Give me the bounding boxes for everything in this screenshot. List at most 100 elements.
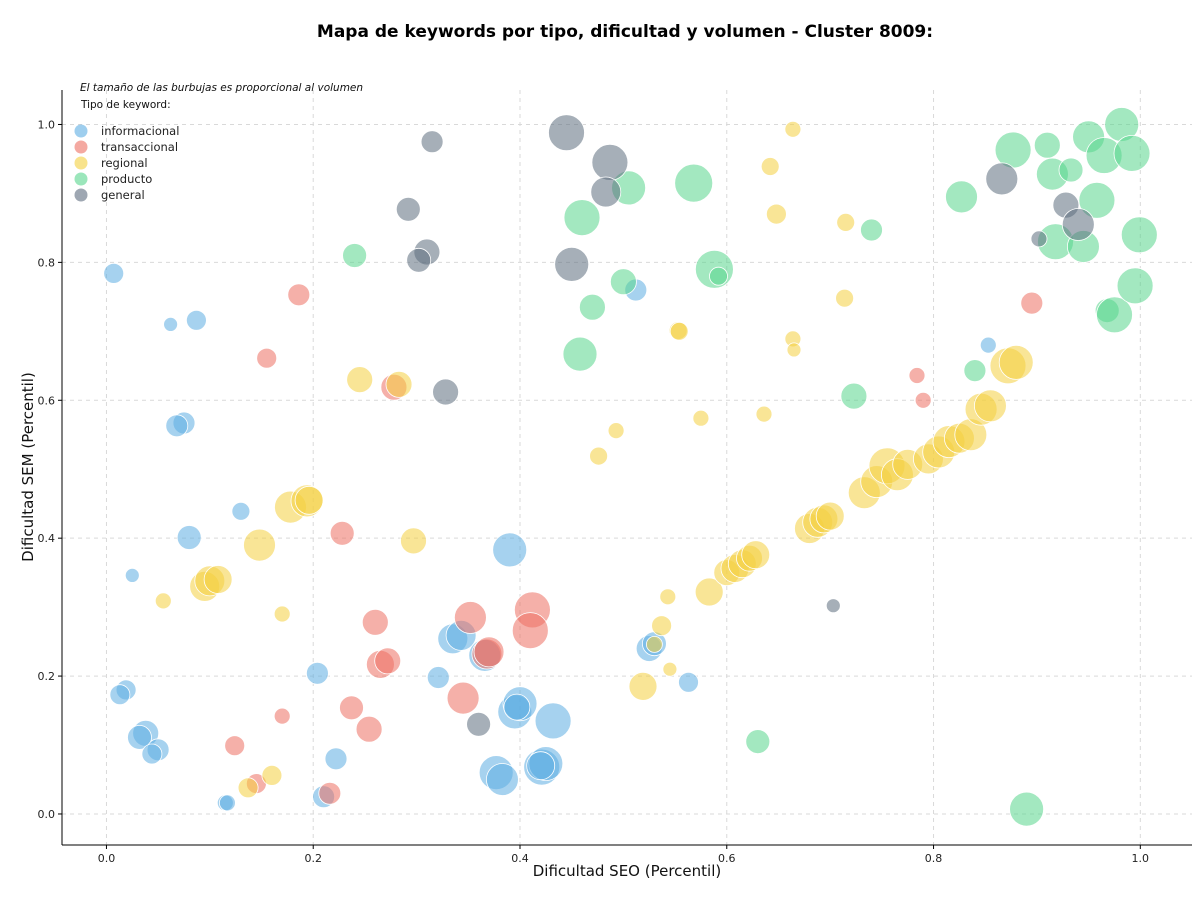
bubble-regional [784,120,802,138]
bubble-informacional [503,693,531,721]
bubble-regional [669,321,689,341]
legend-label-transaccional: transaccional [101,140,178,154]
bubble-regional [766,203,787,225]
bubble-transaccional [361,608,389,636]
bubble-producto [1096,296,1133,334]
x-tick-label: 0.6 [718,852,736,865]
bubble-regional [273,605,291,623]
bubble-regional [835,288,854,308]
y-tick-label: 0.4 [38,532,56,545]
bubble-transaccional [224,735,246,757]
legend-label-producto: producto [101,172,152,186]
bubble-regional [836,212,856,232]
bubble-producto [563,199,601,237]
bubble-producto [709,266,728,286]
x-tick-label: 0.4 [511,852,529,865]
bubble-informacional [124,568,140,583]
legend-marker-transaccional [74,140,88,154]
bubble-general [1061,208,1095,241]
bubble-transaccional [318,781,342,805]
x-tick-label: 1.0 [1132,852,1150,865]
bubble-general [554,246,590,282]
bubble-regional [385,370,413,398]
bubble-regional [659,588,677,606]
bubble-regional [646,636,663,653]
bubble-producto [579,293,606,321]
bubble-regional [815,501,845,531]
bubble-general [825,598,841,614]
bubble-producto [610,268,637,296]
bubble-producto [840,382,868,410]
bubble-regional [662,661,678,677]
bubble-transaccional [287,283,311,307]
bubble-regional [243,528,276,562]
bubble-regional [628,672,658,701]
y-tick-label: 1.0 [38,118,56,131]
y-tick-label: 0.2 [38,670,56,683]
bubble-producto [745,729,771,754]
bubble-transaccional [256,347,278,369]
bubble-informacional [218,794,236,812]
bubble-general [395,196,421,222]
bubble-producto [342,243,368,268]
bubble-informacional [185,309,207,331]
x-axis-title: Dificultad SEO (Percentil) [533,862,722,880]
bubble-general [1030,230,1048,248]
bubble-general [591,143,629,181]
x-tick-label: 0.2 [304,852,322,865]
bubble-regional [203,565,233,594]
x-tick-label: 0.0 [98,852,116,865]
y-tick-label: 0.8 [38,256,56,269]
bubble-general [420,130,444,154]
bubble-regional [589,446,608,466]
bubble-regional [694,577,724,607]
bubble-producto [1113,134,1151,172]
bubble-regional [998,344,1034,380]
bubble-regional [294,485,324,515]
bubble-regional [974,389,1007,423]
bubble-regional [154,592,172,610]
bubble-transaccional [511,612,549,649]
bubble-producto [1058,157,1084,183]
bubble-transaccional [914,391,932,409]
bubble-transaccional [446,681,480,715]
bubble-general [466,711,492,737]
legend: informacional transaccional regional produc… [74,124,179,202]
bubble-general [432,378,460,406]
axes [61,90,1192,846]
bubble-regional [760,157,780,176]
bubble-general [548,114,585,152]
bubble-informacional [109,684,131,706]
bubble-producto [1120,216,1158,254]
bubble-producto [860,218,883,242]
bubble-informacional [678,671,699,693]
bubble-producto [945,180,978,214]
bubble-transaccional [453,601,487,634]
legend-marker-general [74,188,88,202]
bubble-informacional [979,336,997,354]
bubble-general [985,162,1019,196]
bubbles [103,107,1158,827]
bubble-informacional [231,501,251,521]
bubble-producto [1009,791,1044,827]
bubble-general [406,247,432,273]
bubble-regional [346,366,374,394]
bubble-regional [237,777,259,799]
bubble-regional [755,405,773,423]
bubble-informacional [485,763,519,796]
bubble-regional [786,342,802,358]
bubble-transaccional [329,520,355,546]
legend-label-informacional: informacional [101,124,179,138]
bubble-regional [400,527,427,555]
bubble-producto [1078,181,1116,219]
bubble-transaccional [473,636,505,668]
bubble-informacional [165,414,189,438]
legend-label-general: general [101,188,145,202]
bubble-transaccional [908,367,926,384]
bubble-general [590,176,622,208]
bubble-informacional [492,532,528,568]
y-axis-title: Dificultad SEM (Percentil) [19,372,37,562]
chart-title: Mapa de keywords por tipo, dificultad y … [317,22,933,42]
x-tick-label: 0.8 [925,852,943,865]
volume-note: El tamaño de las burbujas es proporciona… [80,82,363,94]
